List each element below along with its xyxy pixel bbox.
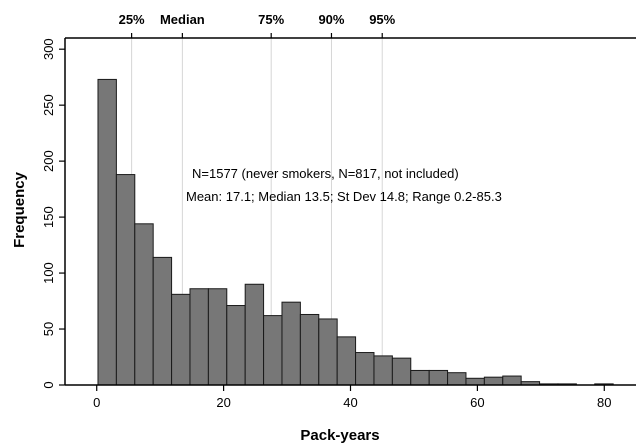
percentile-label: Median [160,12,205,27]
x-axis-title: Pack-years [300,427,379,444]
histogram-bar [281,301,301,386]
percentile-label: 25% [119,12,145,27]
histogram-bar [355,352,375,386]
histogram-bar [171,293,191,386]
x-tick-label: 80 [597,395,611,410]
histogram-bar [263,315,283,386]
histogram-bar [483,376,504,386]
histogram-bar [336,336,357,386]
y-tick-label: 200 [41,150,56,172]
annotation-summary-stats: Mean: 17.1; Median 13.5; St Dev 14.8; Ra… [186,189,502,204]
histogram-bar [244,283,265,386]
histogram-bar [410,369,430,386]
histogram-bars [97,78,614,386]
percentile-labels: 25% Median 75% 90% 95% [119,12,396,38]
percentile-label: 95% [369,12,395,27]
histogram-bar [207,288,228,386]
y-tick-label: 0 [41,381,56,388]
y-tick-label: 250 [41,94,56,116]
histogram-bar [299,313,320,386]
histogram-bar [428,369,449,386]
histogram-bar [373,355,393,386]
percentile-label: 75% [258,12,284,27]
histogram-bar [447,372,467,386]
histogram-bar [391,357,412,386]
histogram-bar [152,256,173,386]
histogram-bar [318,318,338,386]
histogram-bar [226,305,246,386]
y-tick-label: 300 [41,38,56,60]
x-tick-label: 60 [470,395,484,410]
x-tick-label: 40 [343,395,357,410]
histogram-bar [189,288,209,386]
histogram-bar [134,223,154,386]
x-tick-label: 20 [216,395,230,410]
y-axis-title: Frequency [11,171,28,248]
histogram-bar [502,375,522,386]
histogram-bar [97,78,117,386]
histogram-bar [115,174,136,386]
x-tick-label: 0 [93,395,100,410]
y-tick-label: 50 [41,322,56,336]
tick-labels: 0 50 100 150 200 250 300 0 20 40 60 80 [41,38,612,410]
histogram-bar [465,377,485,386]
annotation-sample-size: N=1577 (never smokers, N=817, not includ… [192,166,459,181]
y-tick-label: 150 [41,206,56,228]
percentile-label: 90% [318,12,344,27]
y-tick-label: 100 [41,262,56,284]
